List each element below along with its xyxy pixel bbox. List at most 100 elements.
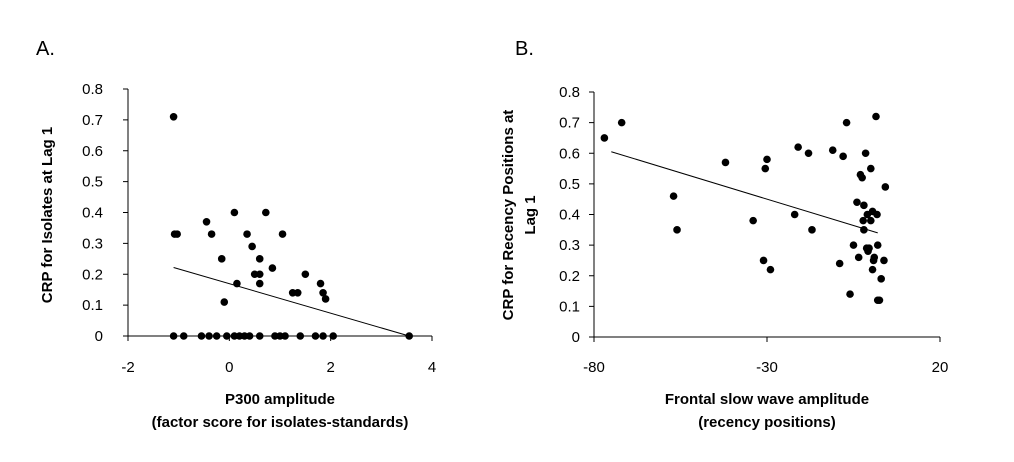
chart-b-data-point bbox=[854, 253, 863, 262]
chart-b-data-point bbox=[873, 210, 881, 219]
chart-b-data-point bbox=[859, 216, 867, 225]
chart-a-data-point bbox=[329, 332, 338, 340]
chart-b-data-point bbox=[749, 216, 757, 225]
chart-b-y-tick-label: 0.6 bbox=[559, 145, 580, 162]
chart-a-x-axis-title: P300 amplitude bbox=[225, 391, 335, 408]
chart-a-data-point bbox=[169, 112, 178, 121]
chart-a-y-tick-label: 0.3 bbox=[82, 235, 103, 252]
chart-a-data-point bbox=[255, 332, 264, 340]
chart-a-data-point bbox=[301, 270, 310, 279]
chart-b-data-point bbox=[849, 241, 858, 249]
chart-a-data-point bbox=[220, 298, 229, 306]
chart-b-data-point bbox=[766, 265, 775, 274]
chart-a-data-point bbox=[245, 332, 254, 340]
chart-b-data-point bbox=[804, 149, 813, 158]
chart-b-data-point bbox=[828, 146, 837, 154]
chart-a-y-tick-label: 0.5 bbox=[82, 174, 103, 191]
chart-b-data-point bbox=[867, 216, 875, 225]
chart-b-data-point bbox=[842, 118, 851, 127]
chart-b-x-tick-label: -30 bbox=[756, 359, 778, 376]
chart-b-y-tick-label: 0.8 bbox=[559, 84, 580, 101]
chart-a-data-point bbox=[173, 230, 181, 238]
chart-b-data-point bbox=[867, 164, 875, 173]
chart-b-data-point bbox=[808, 226, 816, 234]
chart-a-data-point bbox=[296, 332, 305, 340]
chart-a-x-tick-label: 0 bbox=[225, 359, 233, 376]
chart-a-data-point bbox=[278, 230, 287, 238]
chart-a-data-point bbox=[319, 288, 327, 297]
chart-b-trendline bbox=[611, 151, 878, 234]
chart-b-data-point bbox=[860, 226, 868, 234]
chart-a-data-point bbox=[321, 295, 330, 303]
chart-a-data-point bbox=[255, 255, 264, 263]
chart-a-y-tick-label: 0.4 bbox=[82, 205, 103, 222]
chart-a-data-point bbox=[319, 332, 327, 340]
chart-b-data-point bbox=[761, 164, 770, 173]
chart-a-x-axis-title: (factor score for isolates-standards) bbox=[152, 414, 409, 431]
chart-a-y-tick-label: 0.1 bbox=[82, 297, 103, 314]
chart-a-x-tick-label: 2 bbox=[326, 359, 334, 376]
chart-b-data-point bbox=[759, 256, 768, 265]
chart-b-data-point bbox=[835, 259, 844, 268]
chart-b-data-point bbox=[839, 152, 847, 161]
chart-b-x-tick-label: 20 bbox=[932, 359, 949, 376]
chart-b-data-point bbox=[861, 149, 870, 158]
chart-b-y-tick-label: 0.2 bbox=[559, 268, 580, 285]
chart-b-data-point bbox=[794, 143, 802, 151]
chart-a-data-point bbox=[293, 288, 302, 297]
chart-b-data-point bbox=[600, 134, 609, 142]
chart-b-y-tick-label: 0.5 bbox=[559, 176, 580, 193]
chart-a-data-point bbox=[212, 332, 221, 340]
chart-a-data-point bbox=[223, 332, 231, 340]
chart-b-y-tick-label: 0.3 bbox=[559, 237, 580, 254]
chart-a-data-point bbox=[281, 332, 289, 340]
chart-a-y-tick-label: 0 bbox=[95, 328, 103, 345]
chart-a-y-tick-label: 0.6 bbox=[82, 143, 103, 160]
chart-b-y-tick-label: 0.7 bbox=[559, 115, 580, 132]
chart-b-data-point bbox=[721, 158, 730, 167]
chart-b-data-point bbox=[860, 201, 868, 210]
chart-b-y-tick-label: 0.4 bbox=[559, 207, 580, 224]
chart-b-data-point bbox=[853, 198, 861, 207]
chart-b-data-point bbox=[846, 290, 854, 298]
chart-a-data-point bbox=[197, 332, 206, 340]
chart-a-trendline bbox=[173, 266, 410, 337]
panel-a-label: A. bbox=[36, 38, 55, 60]
panel-b-label: B. bbox=[515, 38, 534, 60]
chart-b-y-tick-label: 0 bbox=[572, 329, 580, 346]
chart-a-data-point bbox=[243, 230, 251, 238]
chart-a-data-point bbox=[316, 279, 325, 288]
chart-b-data-point bbox=[868, 265, 877, 274]
chart-a-data-point bbox=[202, 217, 211, 226]
chart-a-data-point bbox=[248, 242, 256, 251]
chart-a-x-tick-label: 4 bbox=[428, 359, 436, 376]
chart-b-data-point bbox=[617, 118, 626, 127]
chart-a-y-tick-label: 0.2 bbox=[82, 266, 103, 283]
chart-a-group: 0 0.1 0.2 0.3 0.4 0.5 0.6 0.7 0.8 -2 0 2 4 P300 ampli… bbox=[39, 81, 436, 431]
chart-b-data-point bbox=[872, 112, 880, 121]
chart-b-group: 0 0.1 0.2 0.3 0.4 0.5 0.6 0.7 0.8 -80 -30 20 Frontal… bbox=[500, 84, 948, 431]
chart-a-data-point bbox=[169, 332, 178, 340]
chart-a-data-point bbox=[268, 264, 277, 272]
chart-a-x-tick-label: -2 bbox=[121, 359, 134, 376]
chart-b-x-axis-title: Frontal slow wave amplitude bbox=[665, 391, 869, 408]
chart-a-y-tick-label: 0.7 bbox=[82, 112, 103, 129]
chart-a-data-point bbox=[405, 332, 414, 340]
chart-b-data-point bbox=[858, 173, 866, 182]
chart-a-y-axis-title: CRP for Isolates at Lag 1 bbox=[39, 127, 56, 303]
chart-a-data-point bbox=[255, 279, 264, 288]
chart-b-data-point bbox=[673, 226, 681, 234]
chart-b-x-axis-title: (recency positions) bbox=[698, 414, 836, 431]
chart-b-data-point bbox=[873, 241, 882, 249]
chart-a-data-point bbox=[255, 270, 264, 279]
chart-a-data-point bbox=[230, 208, 239, 217]
chart-a-data-point bbox=[207, 230, 216, 238]
chart-b-data-point bbox=[790, 210, 799, 219]
chart-a-data-point bbox=[179, 332, 188, 340]
chart-b-data-point bbox=[763, 155, 771, 164]
chart-a-data-point bbox=[311, 332, 320, 340]
chart-a-data-point bbox=[233, 279, 241, 288]
chart-b-data-point bbox=[877, 275, 885, 283]
chart-b-data-point bbox=[875, 296, 884, 305]
chart-b-x-tick-label: -80 bbox=[583, 359, 605, 376]
